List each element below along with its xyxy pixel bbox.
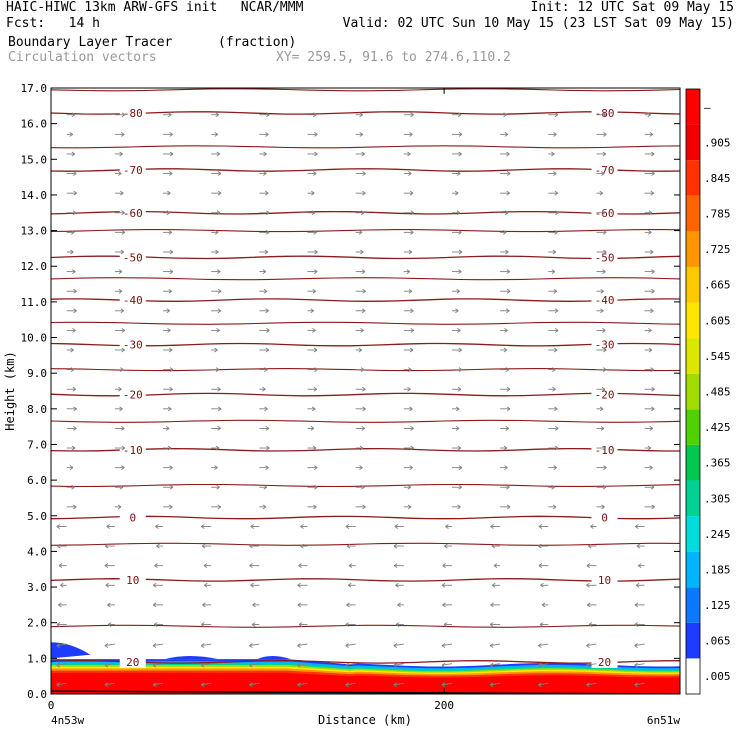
colorbar-label: .905 xyxy=(704,136,731,149)
contour-label: -40 xyxy=(123,294,143,307)
colorbar-label: .845 xyxy=(704,172,731,185)
contour-line xyxy=(51,625,680,627)
colorbar-label: .305 xyxy=(704,492,731,505)
colorbar-label: .425 xyxy=(704,421,731,434)
colorbar-label: .125 xyxy=(704,599,731,612)
colorbar-swatch xyxy=(686,552,700,588)
contour-label: -30 xyxy=(123,339,143,352)
y-tick-label: 10.0 xyxy=(21,332,48,345)
y-tick-label: 16.0 xyxy=(21,118,48,131)
y-tick-label: 17.0 xyxy=(21,82,48,95)
contour-line xyxy=(51,420,680,422)
colorbar-swatch xyxy=(686,445,700,481)
contour-line xyxy=(51,230,680,232)
colorbar-swatch xyxy=(686,658,700,694)
contour-line xyxy=(51,89,680,91)
contour-label: -40 xyxy=(595,294,615,307)
contour-label: -70 xyxy=(123,164,143,177)
x-end-label: 6n51w xyxy=(647,714,680,727)
colorbar-swatch xyxy=(686,587,700,623)
y-tick-label: 5.0 xyxy=(27,510,47,523)
colorbar-swatch xyxy=(686,196,700,232)
colorbar-label: .185 xyxy=(704,563,731,576)
y-tick-label: 11.0 xyxy=(21,296,48,309)
contour-label: -20 xyxy=(595,389,615,402)
contour-line xyxy=(51,369,680,371)
contour-label: -70 xyxy=(595,164,615,177)
colorbar-label: .005 xyxy=(704,670,731,683)
colorbar-label: .785 xyxy=(704,208,731,221)
y-tick-label: 1.0 xyxy=(27,652,47,665)
y-tick-label: 13.0 xyxy=(21,225,48,238)
colorbar-label: – xyxy=(704,101,711,114)
y-tick-label: 14.0 xyxy=(21,189,48,202)
y-tick-label: 8.0 xyxy=(27,403,47,416)
y-tick-label: 7.0 xyxy=(27,438,47,451)
tracer-blob xyxy=(257,656,290,659)
colorbar-swatch xyxy=(686,267,700,303)
contour-label: 10 xyxy=(598,574,611,587)
colorbar-label: .365 xyxy=(704,457,731,470)
y-tick-label: 2.0 xyxy=(27,617,47,630)
colorbar-label: .065 xyxy=(704,635,731,648)
contour-label: -20 xyxy=(123,389,143,402)
y-tick-label: 6.0 xyxy=(27,474,47,487)
y-axis-title: Height (km) xyxy=(3,351,17,430)
colorbar-swatch xyxy=(686,338,700,374)
contour-label: 20 xyxy=(598,656,611,669)
y-tick-label: 15.0 xyxy=(21,153,48,166)
colorbar-swatch xyxy=(686,374,700,410)
contour-label: -50 xyxy=(123,251,143,264)
colorbar-swatch xyxy=(686,231,700,267)
colorbar-swatch xyxy=(686,516,700,552)
tracer-blob xyxy=(165,656,218,659)
contour-label: -80 xyxy=(123,107,143,120)
colorbar-label: .665 xyxy=(704,279,731,292)
colorbar-label: .545 xyxy=(704,350,731,363)
y-tick-label: 9.0 xyxy=(27,367,47,380)
contour-line xyxy=(51,485,680,487)
colorbar-swatch xyxy=(686,160,700,196)
colorbar-swatch xyxy=(686,480,700,516)
colorbar-swatch xyxy=(686,89,700,125)
contour-label: 20 xyxy=(126,656,139,669)
contour-line xyxy=(51,322,680,324)
contour-line xyxy=(51,278,680,280)
colorbar: .005 .065 .125 .185 .245 .305 .365 .425 .485 .545… xyxy=(686,89,731,694)
contour-label: -60 xyxy=(123,207,143,220)
contour-line xyxy=(51,146,680,148)
x-tick-label: 0 xyxy=(48,699,55,712)
contour-label: -10 xyxy=(123,444,143,457)
tracer-blob xyxy=(51,642,90,658)
y-tick-label: 0.0 xyxy=(27,688,47,701)
contour-label: 0 xyxy=(129,512,136,525)
x-axis-title: Distance (km) xyxy=(318,713,412,727)
x-tick-label: 200 xyxy=(434,699,454,712)
contour-label: 0 xyxy=(601,512,608,525)
contour-line xyxy=(51,543,680,545)
colorbar-label: .245 xyxy=(704,528,731,541)
contour-label: 10 xyxy=(126,574,139,587)
y-tick-label: 4.0 xyxy=(27,545,47,558)
x-start-label: 4n53w xyxy=(51,714,84,727)
colorbar-label: .605 xyxy=(704,314,731,327)
colorbar-label: .725 xyxy=(704,243,731,256)
colorbar-label: .485 xyxy=(704,386,731,399)
contour-label: -10 xyxy=(595,444,615,457)
y-tick-label: 12.0 xyxy=(21,260,48,273)
y-tick-label: 3.0 xyxy=(27,581,47,594)
colorbar-swatch xyxy=(686,303,700,339)
colorbar-swatch xyxy=(686,623,700,659)
colorbar-swatch xyxy=(686,409,700,445)
colorbar-swatch xyxy=(686,125,700,161)
